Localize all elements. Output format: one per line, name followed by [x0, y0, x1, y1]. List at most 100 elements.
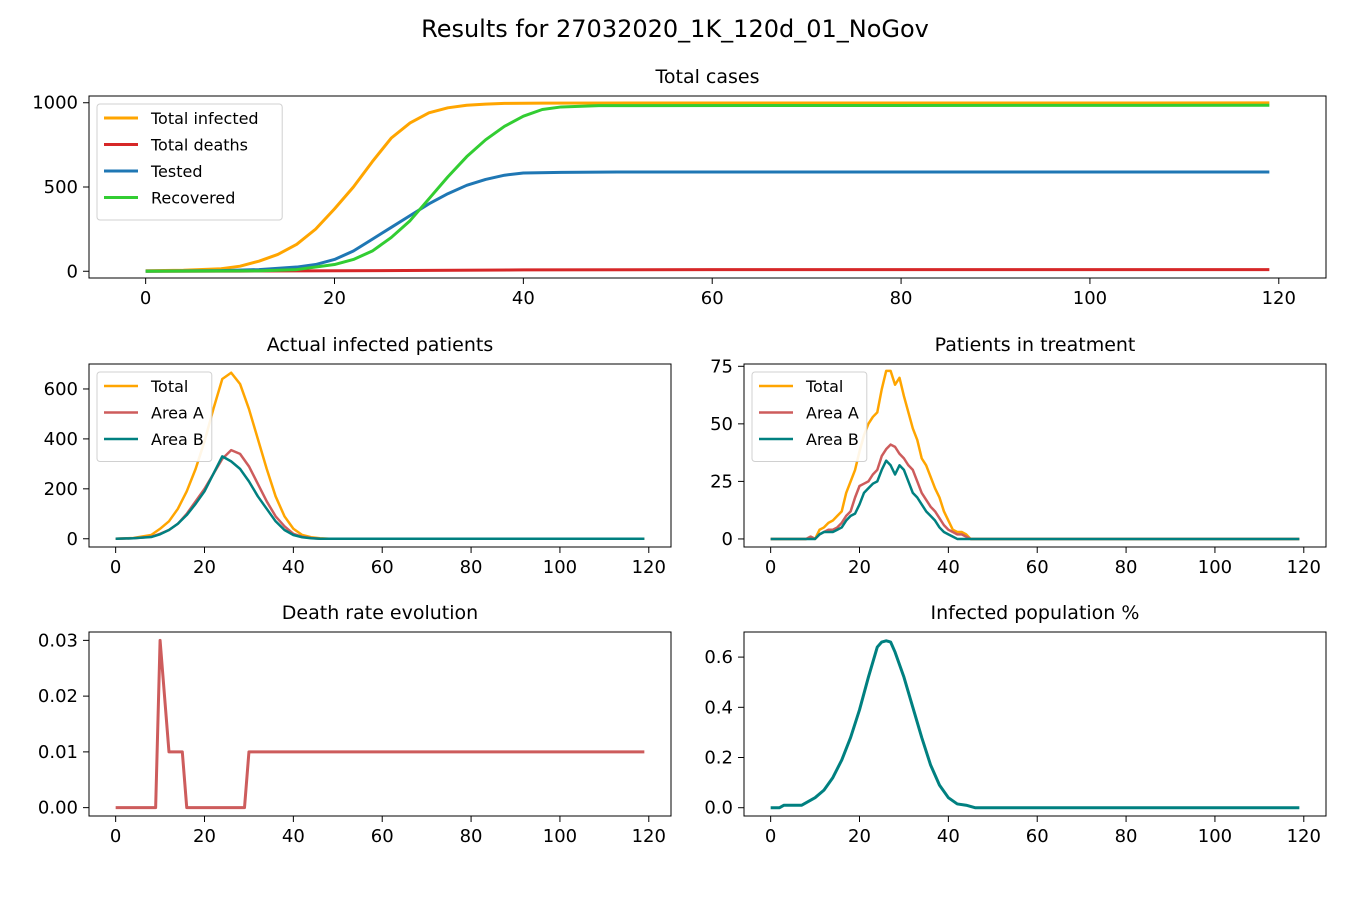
y-tick-label: 400 — [44, 429, 78, 450]
x-tick-label: 0 — [110, 826, 121, 847]
x-tick-label: 20 — [848, 826, 871, 847]
y-tick-label: 0 — [67, 529, 78, 550]
legend-label-area-a: Area A — [806, 404, 859, 423]
chart-title: Death rate evolution — [282, 602, 478, 624]
x-tick-label: 60 — [1026, 557, 1049, 578]
series-line-area-b — [770, 459, 1300, 541]
legend-label-area-b: Area B — [151, 430, 204, 449]
y-tick-label: 0.0 — [704, 798, 733, 819]
x-tick-label: 120 — [1287, 557, 1321, 578]
series-line-data — [770, 639, 1300, 810]
y-tick-label: 75 — [710, 356, 733, 377]
x-tick-label: 60 — [371, 826, 394, 847]
legend-label-area-b: Area B — [806, 430, 859, 449]
y-tick-label: 0 — [722, 529, 733, 550]
x-tick-label: 120 — [632, 557, 666, 578]
y-tick-label: 0.00 — [38, 798, 78, 819]
chart-title: Infected population % — [931, 602, 1140, 624]
chart-infectedpct: Infected population % 0 20 40 60 80 100 120 0.0 0… — [704, 602, 1327, 847]
x-tick-label: 60 — [1026, 826, 1049, 847]
x-tick-label: 60 — [371, 557, 394, 578]
chart-title: Patients in treatment — [935, 334, 1136, 356]
x-tick-label: 60 — [701, 288, 724, 309]
chart-title: Actual infected patients — [267, 334, 493, 356]
series-line-total — [115, 371, 645, 541]
y-tick-label: 200 — [44, 479, 78, 500]
x-tick-label: 0 — [765, 826, 776, 847]
x-tick-label: 100 — [1073, 288, 1107, 309]
legend-label-total-infected: Total infected — [150, 109, 259, 128]
x-tick-label: 40 — [512, 288, 535, 309]
chart-total: Total cases 0 20 40 60 80 100 120 0 500 1000 Total … — [32, 66, 1327, 309]
y-tick-label: 0.6 — [704, 647, 733, 668]
legend: Total Area A Area B — [96, 371, 213, 462]
x-tick-label: 80 — [1115, 826, 1138, 847]
x-tick-label: 120 — [1287, 826, 1321, 847]
x-tick-label: 100 — [543, 557, 577, 578]
series-line-area-b — [115, 455, 645, 541]
series-group — [115, 638, 645, 810]
figure-title: Results for 27032020_1K_120d_01_NoGov — [421, 15, 929, 43]
legend-label-area-a: Area A — [151, 404, 204, 423]
series-group — [770, 639, 1300, 810]
y-tick-label: 50 — [710, 414, 733, 435]
x-tick-label: 100 — [543, 826, 577, 847]
y-tick-label: 25 — [710, 471, 733, 492]
axes-frame — [88, 631, 672, 817]
series-line-area-a — [770, 443, 1300, 541]
legend-label-tested: Tested — [150, 162, 203, 181]
x-tick-label: 120 — [632, 826, 666, 847]
series-line-total-deaths — [145, 268, 1270, 273]
x-tick-label: 40 — [937, 557, 960, 578]
x-tick-label: 20 — [193, 557, 216, 578]
x-tick-label: 80 — [890, 288, 913, 309]
x-tick-label: 20 — [848, 557, 871, 578]
y-tick-label: 500 — [44, 177, 78, 198]
series-line-recovered — [145, 103, 1270, 273]
chart-title: Total cases — [655, 66, 760, 88]
series-line-total-infected — [145, 101, 1270, 273]
series-group — [115, 371, 645, 541]
axes-frame — [88, 363, 672, 548]
x-tick-label: 100 — [1198, 826, 1232, 847]
legend-label-total-deaths: Total deaths — [150, 136, 248, 155]
x-tick-label: 40 — [282, 826, 305, 847]
x-tick-label: 0 — [110, 557, 121, 578]
x-tick-label: 20 — [193, 826, 216, 847]
y-tick-label: 0.01 — [38, 742, 78, 763]
y-tick-label: 0.03 — [38, 630, 78, 651]
chart-deathrate: Death rate evolution 0 20 40 60 80 100 120 0.00 0… — [38, 602, 672, 847]
legend-label-recovered: Recovered — [151, 189, 235, 208]
legend-box — [96, 103, 283, 221]
x-tick-label: 0 — [140, 288, 151, 309]
x-tick-label: 80 — [460, 557, 483, 578]
legend: Total Area A Area B — [751, 371, 868, 462]
x-tick-label: 120 — [1262, 288, 1296, 309]
series-line-total — [770, 369, 1300, 541]
y-tick-label: 0.4 — [704, 697, 733, 718]
series-line-tested — [145, 170, 1270, 273]
legend-label-total: Total — [150, 377, 188, 396]
y-tick-label: 0.02 — [38, 686, 78, 707]
series-group — [770, 369, 1300, 541]
legend: Total infected Total deaths Tested Recovere… — [96, 103, 283, 221]
y-tick-label: 1000 — [32, 93, 78, 114]
chart-treatment: Patients in treatment 0 20 40 60 80 100 120 0 25 5… — [710, 334, 1327, 578]
y-tick-label: 0.2 — [704, 748, 733, 769]
x-tick-label: 40 — [282, 557, 305, 578]
legend-label-total: Total — [805, 377, 843, 396]
axes-frame — [743, 363, 1327, 548]
axes-frame — [743, 631, 1327, 817]
series-group — [145, 101, 1270, 273]
x-tick-label: 80 — [1115, 557, 1138, 578]
y-tick-label: 0 — [67, 261, 78, 282]
x-tick-label: 20 — [323, 288, 346, 309]
chart-actual: Actual infected patients 0 20 40 60 80 100 120 0… — [44, 334, 672, 578]
series-line-data — [115, 638, 645, 810]
x-tick-label: 80 — [460, 826, 483, 847]
y-tick-label: 600 — [44, 379, 78, 400]
x-tick-label: 100 — [1198, 557, 1232, 578]
x-tick-label: 0 — [765, 557, 776, 578]
x-tick-label: 40 — [937, 826, 960, 847]
